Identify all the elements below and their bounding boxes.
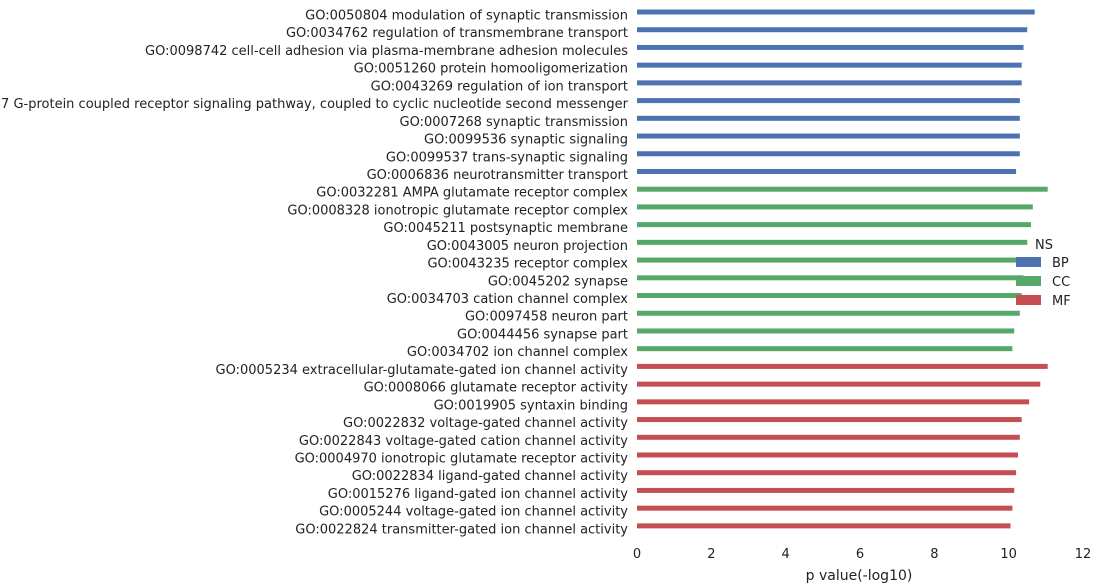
category-label: GO:0043235 receptor complex [427, 257, 628, 272]
x-tick-label: 6 [856, 547, 864, 562]
x-tick-label: 8 [930, 547, 938, 562]
category-label: GO:0034762 regulation of transmembrane t… [286, 26, 628, 41]
legend-label-mf: MF [1052, 294, 1071, 309]
category-label: GO:0022832 voltage-gated channel activit… [343, 416, 628, 431]
bar-bp [637, 80, 1022, 86]
bar-cc [637, 275, 1024, 281]
category-labels: GO:0050804 modulation of synaptic transm… [0, 9, 629, 538]
x-tick-label: 12 [1075, 547, 1092, 562]
bar-cc [637, 222, 1031, 228]
bar-bp [637, 115, 1020, 121]
category-label: GO:0008066 glutamate receptor activity [364, 381, 629, 396]
bar-mf [637, 363, 1048, 369]
bar-mf [637, 470, 1017, 476]
bar-mf [637, 417, 1022, 423]
bar-cc [637, 239, 1028, 245]
category-label: GO:0004970 ionotropic glutamate receptor… [295, 452, 629, 467]
category-label: GO:0097458 neuron part [465, 310, 628, 325]
bar-bp [637, 151, 1020, 157]
bar-bp [637, 27, 1028, 33]
bar-mf [637, 452, 1018, 458]
bar-mf [637, 523, 1011, 529]
bar-cc [637, 204, 1033, 210]
category-label: GO:0044456 synapse part [457, 327, 628, 342]
category-label: GO:0099536 synaptic signaling [424, 133, 628, 148]
category-label: GO:0045211 postsynaptic membrane [383, 221, 628, 236]
legend: NS BP CC MF [1016, 238, 1071, 309]
legend-swatch-bp [1016, 257, 1041, 267]
legend-label-cc: CC [1052, 275, 1070, 290]
bar-bp [637, 133, 1020, 139]
x-tick-label: 0 [633, 547, 641, 562]
bar-cc [637, 186, 1048, 192]
bar-mf [637, 381, 1041, 387]
legend-swatch-mf [1016, 295, 1041, 305]
bar-mf [637, 487, 1015, 493]
category-label: GO:0007268 synaptic transmission [400, 115, 628, 130]
bar-cc [637, 310, 1020, 316]
bar-cc [637, 328, 1015, 334]
x-tick-label: 10 [1000, 547, 1017, 562]
category-label: GO:0043269 regulation of ion transport [371, 79, 628, 94]
bar-bp [637, 9, 1035, 15]
bar-cc [637, 257, 1026, 263]
category-label: GO:0045202 synapse [488, 274, 628, 289]
bar-cc [637, 346, 1013, 352]
bar-bp [637, 44, 1024, 50]
category-label: GO:0015276 ligand-gated ion channel acti… [328, 487, 629, 502]
category-label: GO:0005234 extracellular-glutamate-gated… [216, 363, 629, 378]
legend-swatch-cc [1016, 276, 1041, 286]
category-label: GO:0050804 modulation of synaptic transm… [305, 9, 628, 24]
bar-bp [637, 168, 1017, 174]
category-label: GO:0022843 voltage-gated cation channel … [299, 434, 628, 449]
category-label: GO:0019905 syntaxin binding [434, 398, 628, 413]
category-label: GO:0022824 transmitter-gated ion channel… [295, 522, 628, 537]
category-label: GO:0006836 neurotransmitter transport [367, 168, 628, 183]
category-label: GO:0051260 protein homooligomerization [354, 62, 628, 77]
category-label: GO:0022834 ligand-gated channel activity [352, 469, 629, 484]
bars-layer [637, 9, 1048, 529]
bar-bp [637, 98, 1020, 104]
bar-mf [637, 505, 1013, 511]
bar-mf [637, 399, 1030, 405]
category-label: GO:0032281 AMPA glutamate receptor compl… [316, 186, 628, 201]
category-label: GO:0034703 cation channel complex [387, 292, 629, 307]
category-label: GO:0005244 voltage-gated ion channel act… [319, 505, 628, 520]
x-tick-label: 4 [782, 547, 790, 562]
legend-label-bp: BP [1052, 256, 1069, 271]
category-label: GO:0043005 neuron projection [427, 239, 628, 254]
category-label: GO:0034702 ion channel complex [407, 345, 628, 360]
category-label: GO:0099537 trans-synaptic signaling [386, 150, 628, 165]
category-label: GO:0008328 ionotropic glutamate receptor… [287, 203, 628, 218]
x-axis-ticks: 0 2 4 6 8 10 12 [633, 547, 1091, 562]
bar-cc [637, 293, 1022, 299]
legend-entries: BP CC MF [1016, 256, 1071, 309]
bar-bp [637, 62, 1022, 68]
bar-mf [637, 434, 1020, 440]
x-axis-title: p value(-log10) [806, 568, 913, 584]
category-label: GO:0007187 G-protein coupled receptor si… [0, 97, 629, 112]
category-label: GO:0098742 cell-cell adhesion via plasma… [145, 44, 628, 59]
legend-title: NS [1035, 238, 1053, 253]
x-tick-label: 2 [707, 547, 715, 562]
